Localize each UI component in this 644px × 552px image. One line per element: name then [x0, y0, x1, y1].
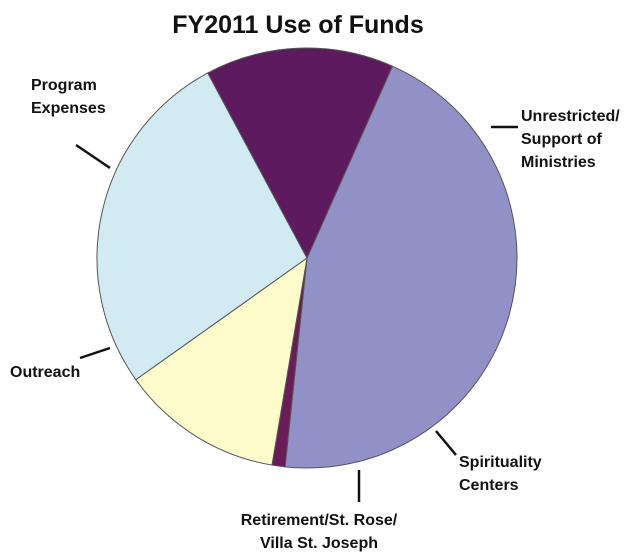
- slice-label-line: Spirituality: [459, 454, 542, 471]
- leader-line-3: [79, 346, 111, 360]
- pie-slice-3: [96, 72, 308, 381]
- slice-label-4: Program Expenses: [31, 77, 106, 117]
- slice-label-0: Unrestricted/Support of Ministries: [521, 108, 620, 171]
- leader-line-4: [75, 143, 111, 170]
- pie-slice-0: [284, 65, 518, 469]
- leader-line-1: [435, 430, 457, 456]
- slice-label-line: Expenses: [31, 100, 106, 117]
- leader-lines: [75, 125, 518, 502]
- slice-label-line: Program: [31, 77, 97, 94]
- slice-label-line: Outreach: [10, 364, 80, 381]
- pie-slice-2: [135, 256, 308, 466]
- slice-label-3: Outreach: [10, 364, 80, 381]
- slice-label-line: Unrestricted/: [521, 108, 620, 125]
- slice-label-line: Ministries: [521, 154, 596, 171]
- slice-labels: Unrestricted/Support of Ministries Spiritu…: [10, 77, 620, 552]
- pie-slice-4: [207, 47, 394, 260]
- slice-label-line: Retirement/St. Rose/: [241, 512, 398, 529]
- slice-label-2: Retirement/St. Rose/Villa St. Joseph: [241, 512, 398, 552]
- slice-label-line: Support of: [521, 131, 603, 148]
- slice-label-line: Centers: [459, 477, 519, 494]
- pie-slices: [96, 47, 518, 469]
- slice-label-line: Villa St. Joseph: [260, 535, 378, 552]
- chart-title: FY2011 Use of Funds: [172, 11, 423, 39]
- slice-label-1: Spirituality Centers: [459, 454, 542, 494]
